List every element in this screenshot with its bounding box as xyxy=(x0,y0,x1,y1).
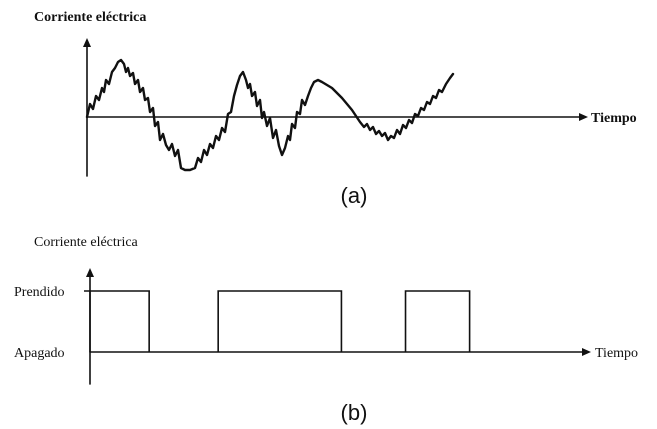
digital-pulse-2 xyxy=(217,290,343,352)
digital-pulse-1 xyxy=(89,290,150,352)
panel-a: Corriente eléctrica Tiempo (a) xyxy=(34,10,637,208)
level-high-label: Prendido xyxy=(14,285,65,300)
analog-signal-wave xyxy=(85,58,455,172)
panel-b-x-axis-label: Tiempo xyxy=(595,346,638,361)
panel-b-y-axis-label: Corriente eléctrica xyxy=(34,235,139,250)
panel-a-y-axis-label: Corriente eléctrica xyxy=(34,10,146,25)
panel-b-x-axis-arrow xyxy=(582,348,591,356)
digital-pulses xyxy=(89,290,471,352)
level-low-label: Apagado xyxy=(14,346,65,361)
panel-b-caption: (b) xyxy=(341,400,368,425)
panel-a-x-axis-label: Tiempo xyxy=(591,111,637,126)
panel-a-caption: (a) xyxy=(341,183,368,208)
digital-pulse-3 xyxy=(404,290,471,352)
panel-a-y-axis-arrow xyxy=(83,38,91,47)
panel-a-x-axis-arrow xyxy=(579,113,588,121)
panel-b-y-axis-arrow xyxy=(86,268,94,277)
panel-b: Corriente eléctrica Tiempo Prendido Apag… xyxy=(14,235,638,425)
